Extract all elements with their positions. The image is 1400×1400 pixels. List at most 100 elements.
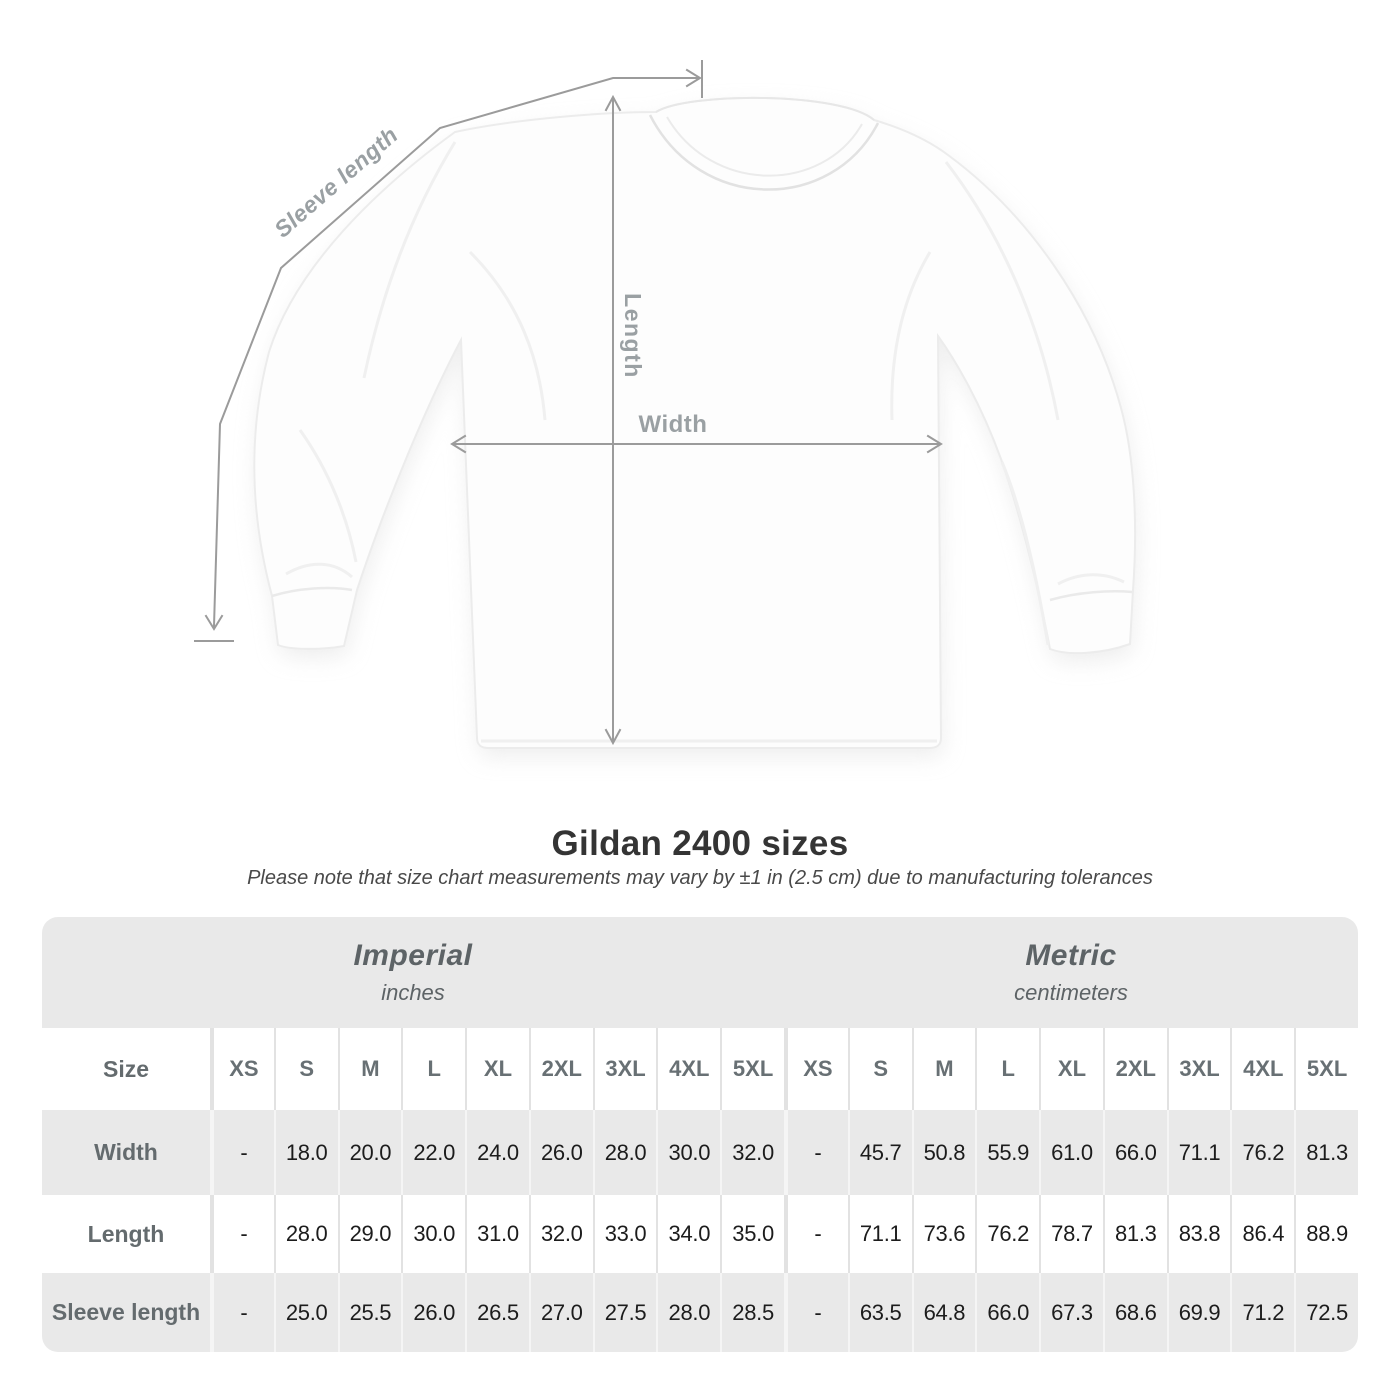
sleeve-imperial-xs: - (210, 1273, 274, 1352)
shirt-measurement-diagram: Sleeve length Length Width (194, 60, 1138, 758)
arrow-down-icon (604, 728, 622, 746)
width-metric-l: 55.9 (975, 1110, 1039, 1195)
sleeve-length-dimension-line (194, 60, 703, 642)
shirt-collar (648, 96, 880, 191)
length-label: Length (620, 293, 646, 379)
length-metric-xl: 78.7 (1039, 1195, 1103, 1273)
width-imperial-5xl: 32.0 (720, 1110, 784, 1195)
width-imperial-4xl: 30.0 (656, 1110, 720, 1195)
width-imperial-xs: - (210, 1110, 274, 1195)
sleeve-length-row: Sleeve length - 25.0 25.5 26.0 26.5 27.0… (42, 1273, 1358, 1352)
arrow-right-icon (926, 434, 943, 454)
metric-section-header: Metric centimeters (784, 917, 1358, 1028)
width-imperial-m: 20.0 (337, 1110, 402, 1195)
metric-title: Metric (1025, 939, 1117, 972)
arrow-up-icon (604, 94, 622, 112)
right-cuff-seam (1049, 590, 1133, 602)
length-imperial-m: 29.0 (337, 1195, 402, 1273)
length-metric-3xl: 83.8 (1166, 1195, 1231, 1273)
size-column-header: Size (102, 1055, 150, 1082)
length-imperial-5xl: 35.0 (720, 1195, 784, 1273)
width-metric-5xl: 81.3 (1294, 1110, 1358, 1195)
sleeve-imperial-5xl: 28.5 (720, 1273, 784, 1352)
length-imperial-l: 30.0 (401, 1195, 465, 1273)
sleeve-metric-s: 63.5 (847, 1273, 912, 1352)
width-row: Width - 18.0 20.0 22.0 24.0 26.0 28.0 30… (42, 1110, 1358, 1195)
sleeve-metric-l: 66.0 (975, 1273, 1039, 1352)
imperial-title: Imperial (353, 939, 473, 972)
width-imperial-3xl: 28.0 (592, 1110, 657, 1195)
length-dimension-line (604, 94, 622, 746)
sleeve-length-row-label: Sleeve length (51, 1299, 201, 1325)
imperial-section-header: Imperial inches (42, 917, 784, 1028)
header-metric-xs: XS (784, 1028, 848, 1110)
length-row-label: Length (87, 1220, 165, 1247)
length-metric-s: 71.1 (847, 1195, 912, 1273)
length-imperial-xs: - (210, 1195, 274, 1273)
sleeve-imperial-l: 26.0 (401, 1273, 465, 1352)
sleeve-imperial-s: 25.0 (273, 1273, 338, 1352)
length-metric-2xl: 81.3 (1102, 1195, 1167, 1273)
header-metric-xl: XL (1039, 1028, 1103, 1110)
left-cuff-seam (271, 586, 353, 598)
sleeve-metric-xl: 67.3 (1039, 1273, 1103, 1352)
width-metric-s: 45.7 (847, 1110, 912, 1195)
tolerance-note: Please note that size chart measurements… (247, 867, 1153, 889)
length-imperial-4xl: 34.0 (656, 1195, 720, 1273)
width-dimension-line (450, 434, 943, 454)
header-imperial-xs: XS (210, 1028, 274, 1110)
header-metric-2xl: 2XL (1102, 1028, 1167, 1110)
width-metric-3xl: 71.1 (1166, 1110, 1231, 1195)
sleeve-metric-5xl: 72.5 (1294, 1273, 1358, 1352)
size-table: Imperial inches Metric centimeters Size … (42, 917, 1358, 1352)
header-metric-4xl: 4XL (1230, 1028, 1294, 1110)
length-row: Length - 28.0 29.0 30.0 31.0 32.0 33.0 3… (42, 1195, 1358, 1273)
arrow-left-icon (450, 434, 467, 454)
dimension-lines (194, 60, 943, 746)
header-imperial-2xl: 2XL (528, 1028, 593, 1110)
page-title: Gildan 2400 sizes (551, 824, 849, 863)
length-metric-m: 73.6 (911, 1195, 976, 1273)
sleeve-metric-3xl: 69.9 (1166, 1273, 1231, 1352)
sleeve-metric-m: 64.8 (911, 1273, 976, 1352)
length-imperial-xl: 31.0 (465, 1195, 529, 1273)
header-metric-m: M (911, 1028, 976, 1110)
width-imperial-2xl: 26.0 (528, 1110, 593, 1195)
length-imperial-3xl: 33.0 (592, 1195, 657, 1273)
arrow-right-icon (685, 68, 702, 88)
width-imperial-xl: 24.0 (465, 1110, 529, 1195)
length-imperial-2xl: 32.0 (528, 1195, 593, 1273)
size-header-row: Size XS S M L XL 2XL 3XL 4XL 5XL XS S M … (42, 1028, 1358, 1110)
header-metric-3xl: 3XL (1166, 1028, 1231, 1110)
width-metric-2xl: 66.0 (1102, 1110, 1167, 1195)
header-metric-5xl: 5XL (1294, 1028, 1358, 1110)
header-imperial-m: M (337, 1028, 402, 1110)
shirt-illustration (253, 96, 1137, 749)
header-imperial-s: S (273, 1028, 338, 1110)
header-imperial-4xl: 4XL (656, 1028, 720, 1110)
header-imperial-5xl: 5XL (720, 1028, 784, 1110)
sleeve-imperial-2xl: 27.0 (528, 1273, 593, 1352)
arrow-down-icon (204, 614, 224, 631)
length-metric-5xl: 88.9 (1294, 1195, 1358, 1273)
sleeve-metric-2xl: 68.6 (1102, 1273, 1167, 1352)
width-metric-xl: 61.0 (1039, 1110, 1103, 1195)
width-metric-m: 50.8 (911, 1110, 976, 1195)
length-metric-l: 76.2 (975, 1195, 1039, 1273)
width-metric-xs: - (784, 1110, 848, 1195)
imperial-unit: inches (381, 980, 445, 1005)
header-imperial-3xl: 3XL (592, 1028, 657, 1110)
width-row-label: Width (94, 1139, 158, 1165)
sleeve-metric-4xl: 71.2 (1230, 1273, 1294, 1352)
metric-unit: centimeters (1014, 980, 1128, 1005)
width-metric-4xl: 76.2 (1230, 1110, 1294, 1195)
width-label: Width (639, 411, 708, 438)
sleeve-imperial-m: 25.5 (337, 1273, 402, 1352)
width-imperial-l: 22.0 (401, 1110, 465, 1195)
length-metric-xs: - (784, 1195, 848, 1273)
width-imperial-s: 18.0 (273, 1110, 338, 1195)
length-imperial-s: 28.0 (273, 1195, 338, 1273)
sleeve-imperial-xl: 26.5 (465, 1273, 529, 1352)
sleeve-metric-xs: - (784, 1273, 848, 1352)
header-imperial-l: L (401, 1028, 465, 1110)
